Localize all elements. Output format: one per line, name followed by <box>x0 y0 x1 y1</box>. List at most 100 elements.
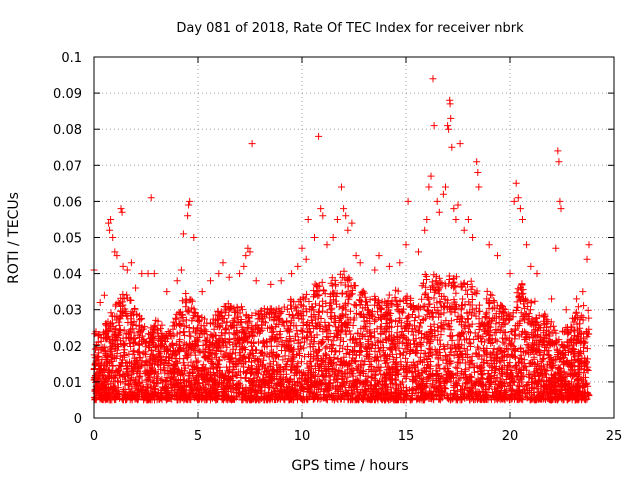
data-point <box>435 309 443 317</box>
data-point <box>490 345 498 353</box>
data-point <box>403 340 410 348</box>
data-point <box>337 336 344 344</box>
data-point <box>323 333 331 341</box>
data-point <box>421 291 429 299</box>
data-point <box>315 308 323 316</box>
data-point <box>215 323 223 331</box>
data-point <box>425 295 433 303</box>
data-point <box>352 358 360 366</box>
data-point <box>130 347 138 355</box>
data-point <box>343 378 350 385</box>
data-point <box>421 271 429 278</box>
data-point <box>376 348 384 356</box>
data-point <box>168 341 176 349</box>
data-point <box>290 371 298 379</box>
data-point <box>476 307 484 315</box>
data-point <box>581 338 589 346</box>
data-point <box>437 310 445 318</box>
data-point <box>352 309 360 317</box>
data-point <box>474 343 482 351</box>
data-point <box>340 267 348 275</box>
data-point <box>505 382 513 390</box>
data-point <box>418 295 426 303</box>
data-point <box>499 338 507 346</box>
data-point <box>276 328 284 335</box>
data-point <box>226 336 234 343</box>
data-point <box>307 329 315 337</box>
data-point <box>182 290 190 297</box>
data-point <box>454 340 462 348</box>
data-point <box>219 352 227 360</box>
data-point <box>492 336 500 344</box>
data-point <box>447 326 455 334</box>
data-point <box>445 320 453 328</box>
data-point <box>129 350 137 358</box>
data-point <box>528 383 536 391</box>
data-point <box>345 327 353 335</box>
data-point <box>375 337 383 345</box>
data-point <box>193 334 201 342</box>
data-point <box>107 346 115 354</box>
data-point <box>448 336 456 344</box>
data-point <box>539 356 547 364</box>
data-point <box>347 307 354 315</box>
data-point <box>210 325 218 333</box>
data-point <box>580 302 588 310</box>
data-point <box>496 327 504 335</box>
data-point <box>527 306 534 314</box>
data-point <box>518 378 526 386</box>
data-point <box>339 289 347 297</box>
data-point <box>231 308 239 316</box>
data-point <box>258 348 266 356</box>
data-point <box>298 358 305 366</box>
data-point <box>326 373 334 381</box>
data-point <box>461 324 469 332</box>
data-point <box>326 313 334 321</box>
data-point <box>452 363 460 371</box>
data-point <box>372 356 380 364</box>
data-point <box>312 300 319 308</box>
data-point <box>400 296 408 304</box>
data-point <box>305 298 313 305</box>
data-point <box>518 280 526 288</box>
data-point <box>270 357 277 365</box>
data-point <box>516 354 524 362</box>
data-point <box>133 358 141 366</box>
data-point <box>187 332 195 340</box>
data-point <box>584 306 592 314</box>
data-point <box>135 364 143 372</box>
data-point <box>524 381 532 388</box>
data-point <box>351 343 359 351</box>
data-point <box>107 309 115 317</box>
data-point <box>527 359 535 367</box>
data-point <box>403 300 411 307</box>
data-point <box>464 315 472 323</box>
data-point <box>346 275 354 283</box>
data-point <box>125 385 133 393</box>
data-point <box>540 338 547 346</box>
data-point <box>523 297 531 305</box>
data-point <box>399 309 407 317</box>
data-point <box>336 348 344 356</box>
data-point <box>477 363 485 371</box>
data-point <box>119 334 127 342</box>
data-point <box>224 367 232 375</box>
data-point <box>464 290 471 298</box>
data-point <box>483 287 491 295</box>
data-point <box>255 325 263 333</box>
data-point <box>225 329 233 337</box>
data-point <box>462 286 470 294</box>
data-point <box>91 345 99 353</box>
data-point <box>531 297 539 305</box>
data-point <box>451 283 459 290</box>
data-point <box>142 357 150 365</box>
data-point <box>346 292 354 300</box>
data-point <box>356 347 364 355</box>
data-point <box>567 378 575 386</box>
data-point <box>417 342 425 350</box>
data-point <box>427 322 435 330</box>
data-point <box>467 277 475 285</box>
data-point <box>387 316 395 324</box>
data-point <box>463 346 471 354</box>
